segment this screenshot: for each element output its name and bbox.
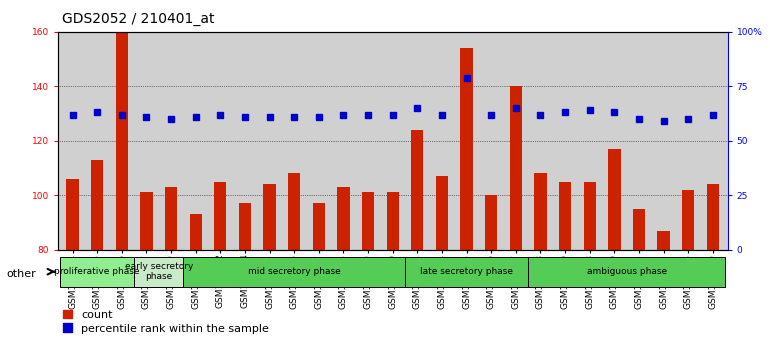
Bar	[165, 187, 177, 250]
Bar	[60, 257, 134, 287]
Bar	[288, 173, 300, 250]
Bar	[534, 173, 547, 250]
Text: ambiguous phase: ambiguous phase	[587, 267, 667, 276]
Bar	[313, 203, 325, 250]
Bar	[584, 182, 596, 250]
Bar	[510, 86, 522, 250]
Text: late secretory phase: late secretory phase	[420, 267, 513, 276]
Bar	[116, 32, 128, 250]
Bar	[214, 182, 226, 250]
Bar	[189, 214, 202, 250]
Bar	[140, 193, 152, 250]
Bar	[559, 182, 571, 250]
Bar	[436, 176, 448, 250]
Bar	[707, 184, 719, 250]
Bar	[608, 149, 621, 250]
Bar	[682, 190, 695, 250]
Text: proliferative phase: proliferative phase	[55, 267, 140, 276]
Bar	[405, 257, 528, 287]
Bar	[658, 230, 670, 250]
Bar	[411, 130, 424, 250]
Legend: count, percentile rank within the sample: count, percentile rank within the sample	[63, 310, 269, 333]
Text: GDS2052 / 210401_at: GDS2052 / 210401_at	[62, 12, 214, 27]
Bar	[633, 209, 645, 250]
Bar	[387, 193, 399, 250]
Bar	[460, 48, 473, 250]
Bar	[183, 257, 405, 287]
Bar	[528, 257, 725, 287]
Bar	[91, 160, 103, 250]
Bar	[485, 195, 497, 250]
Text: early secretory
phase: early secretory phase	[125, 262, 193, 281]
Text: other: other	[6, 269, 36, 279]
Bar	[134, 257, 183, 287]
Text: mid secretory phase: mid secretory phase	[248, 267, 340, 276]
Bar	[66, 179, 79, 250]
Bar	[362, 193, 374, 250]
Bar	[239, 203, 251, 250]
Bar	[337, 187, 350, 250]
Bar	[263, 184, 276, 250]
